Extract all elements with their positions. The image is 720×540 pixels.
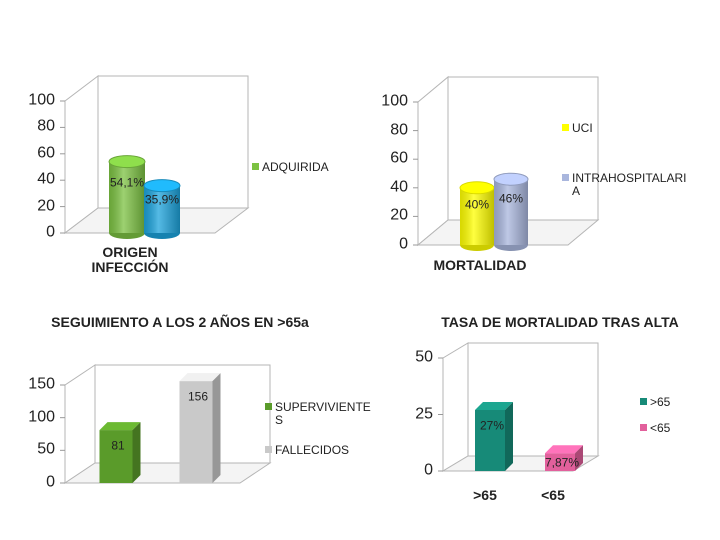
bar-side bbox=[212, 373, 221, 483]
legend-swatch bbox=[640, 398, 647, 405]
data-label: 40% bbox=[464, 197, 490, 212]
bar-top bbox=[179, 373, 221, 382]
bar-side bbox=[575, 445, 583, 471]
side-wall bbox=[417, 75, 449, 247]
y-tick-label: 20 bbox=[390, 206, 408, 224]
floor bbox=[63, 462, 272, 484]
y-tick-label: 0 bbox=[46, 473, 55, 491]
chart-title: TASA DE MORTALIDAD TRAS ALTA bbox=[441, 314, 679, 330]
legend-label: UCI bbox=[572, 121, 593, 135]
side-wall bbox=[64, 74, 99, 235]
y-tick-label: 100 bbox=[28, 91, 55, 109]
bar-top bbox=[99, 422, 141, 431]
data-label: 46% bbox=[498, 191, 524, 206]
bar-top bbox=[108, 155, 146, 169]
x-tick-label: ORIGEN INFECCIÓN bbox=[91, 244, 169, 275]
y-tick-label: 80 bbox=[390, 121, 408, 139]
x-tick-label: <65 bbox=[541, 487, 565, 503]
bar-shade bbox=[494, 179, 528, 245]
y-tick-label: 0 bbox=[399, 235, 408, 253]
data-label: 156 bbox=[187, 389, 209, 404]
bar-side bbox=[505, 401, 513, 471]
legend-swatch bbox=[252, 163, 259, 170]
x-tick-label: MORTALIDAD bbox=[433, 257, 527, 273]
legend-label: ADQUIRIDA bbox=[262, 160, 329, 174]
data-label: 7,87% bbox=[544, 455, 580, 470]
side-wall bbox=[64, 364, 96, 484]
bar bbox=[545, 453, 575, 471]
bar-side bbox=[132, 422, 141, 483]
y-tick-label: 0 bbox=[424, 461, 433, 479]
data-label: 27% bbox=[479, 418, 505, 433]
y-tick-label: 60 bbox=[390, 149, 408, 167]
bar-top bbox=[493, 172, 529, 186]
bar-top bbox=[475, 401, 513, 410]
legend-swatch bbox=[265, 446, 272, 453]
bar bbox=[179, 381, 213, 483]
y-tick-label: 50 bbox=[37, 440, 55, 458]
y-tick-label: 100 bbox=[381, 92, 408, 110]
y-tick-label: 100 bbox=[28, 408, 55, 426]
y-tick-label: 25 bbox=[415, 405, 433, 423]
legend-label: FALLECIDOS bbox=[275, 443, 350, 457]
bar-shade bbox=[109, 161, 145, 233]
legend-label: <65 bbox=[650, 421, 671, 435]
legend-swatch bbox=[265, 403, 272, 410]
bar bbox=[99, 430, 133, 483]
y-tick-label: 20 bbox=[37, 197, 55, 215]
y-tick-label: 40 bbox=[37, 170, 55, 188]
legend-label: >65 bbox=[650, 395, 671, 409]
legend-swatch bbox=[562, 174, 569, 181]
y-tick-label: 50 bbox=[415, 348, 433, 366]
side-wall bbox=[442, 342, 469, 472]
y-tick-label: 60 bbox=[37, 144, 55, 162]
bar bbox=[475, 409, 505, 471]
y-tick-label: 150 bbox=[28, 375, 55, 393]
legend-label: INTRAHOSPITALARIA bbox=[572, 171, 687, 198]
legend-label: SUPERVIVIENTES bbox=[275, 400, 371, 427]
bar-shade bbox=[144, 185, 180, 233]
x-tick-label: >65 bbox=[473, 487, 497, 503]
chart-title: SEGUIMIENTO A LOS 2 AÑOS EN >65a bbox=[51, 314, 309, 330]
y-tick-label: 80 bbox=[37, 117, 55, 135]
data-label: 54,1% bbox=[109, 175, 145, 190]
data-label: 81 bbox=[111, 438, 125, 453]
bar-top bbox=[545, 445, 583, 454]
y-tick-label: 0 bbox=[46, 223, 55, 241]
bar-top bbox=[143, 179, 181, 193]
y-tick-label: 40 bbox=[390, 178, 408, 196]
bar-shade bbox=[460, 187, 494, 245]
legend-swatch bbox=[640, 424, 647, 431]
legend-swatch bbox=[562, 124, 569, 131]
data-label: 35,9% bbox=[144, 192, 180, 207]
